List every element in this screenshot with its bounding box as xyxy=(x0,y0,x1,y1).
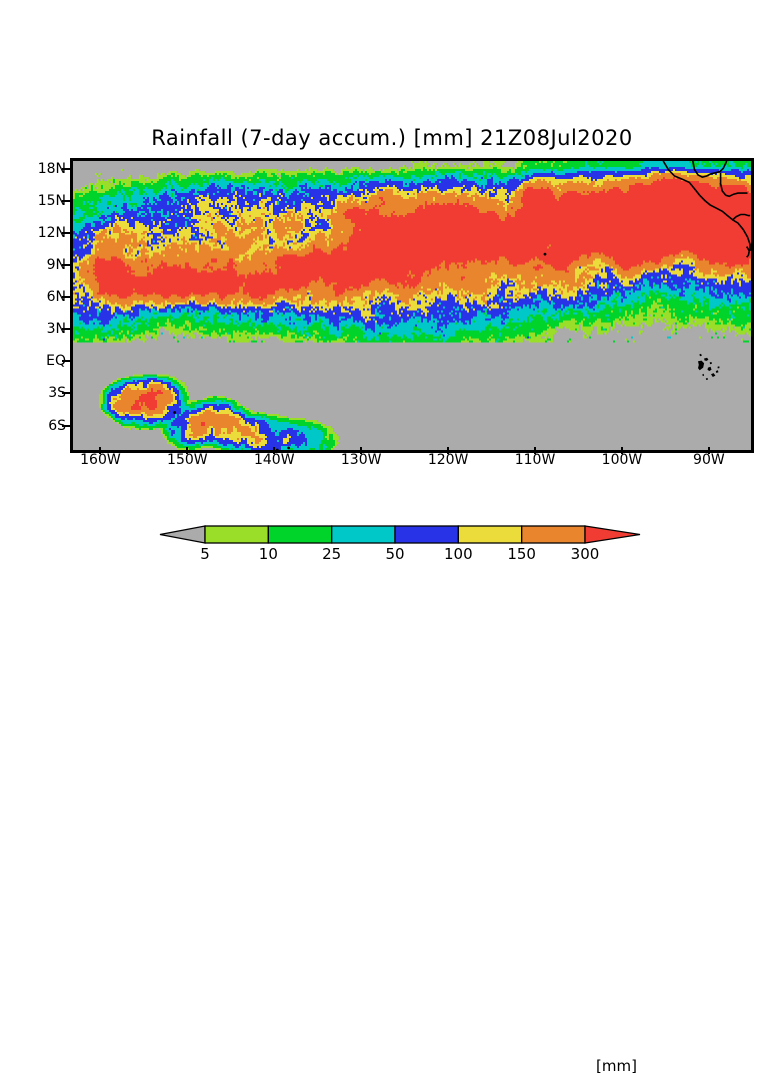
colorbar-units-label: [mm] xyxy=(596,1057,637,1075)
x-tick-label: 130W xyxy=(340,452,382,468)
colorbar-underflow-arrow xyxy=(159,525,206,544)
x-tick-mark xyxy=(273,447,276,454)
y-tick-label: 18N xyxy=(37,160,66,177)
y-tick-label: 3N xyxy=(46,321,66,338)
colorbar-swatch xyxy=(457,525,523,544)
y-tick-mark xyxy=(62,231,70,234)
colorbar-tick-label: 150 xyxy=(507,545,536,563)
x-tick-label: 110W xyxy=(514,452,556,468)
x-tick-label: 140W xyxy=(253,452,295,468)
y-tick-label: 3S xyxy=(48,385,66,402)
y-tick-mark xyxy=(62,392,70,395)
colorbar-swatch xyxy=(267,525,333,544)
y-tick-mark xyxy=(62,167,70,170)
y-tick-label: EQ xyxy=(46,353,66,370)
x-tick-label: 150W xyxy=(167,452,208,468)
y-tick-mark xyxy=(62,328,70,331)
y-tick-mark xyxy=(62,360,70,363)
x-tick-mark xyxy=(447,447,450,454)
colorbar-swatch xyxy=(521,525,586,544)
x-tick-mark xyxy=(620,447,623,454)
x-tick-mark xyxy=(186,447,189,454)
y-tick-label: 15N xyxy=(37,192,66,209)
colorbar: [mm] 5 10 25 50 100 150 300 xyxy=(0,512,784,1075)
x-tick-label: 100W xyxy=(601,452,643,468)
y-tick-mark xyxy=(62,296,70,299)
colorbar-tick-label: 300 xyxy=(570,545,600,563)
y-tick-label: 6N xyxy=(46,289,66,306)
x-tick-mark xyxy=(534,447,537,454)
x-tick-label: 160W xyxy=(80,452,121,468)
colorbar-swatch xyxy=(204,525,269,544)
colorbar-overflow-arrow xyxy=(584,525,641,544)
colorbar-tick-label: 50 xyxy=(385,545,405,563)
y-tick-mark xyxy=(62,424,70,427)
colorbar-tick-label: 25 xyxy=(322,545,342,563)
x-tick-label: 120W xyxy=(427,452,469,468)
colorbar-tick-label: 100 xyxy=(444,545,473,563)
colorbar-swatch xyxy=(394,525,459,544)
x-tick-mark xyxy=(99,447,102,454)
y-tick-label: 12N xyxy=(37,224,66,241)
y-tick-mark xyxy=(62,199,70,202)
rainfall-map-panel xyxy=(70,158,754,453)
y-tick-label: 6S xyxy=(48,417,66,434)
page-title: Rainfall (7-day accum.) [mm] 21Z08Jul202… xyxy=(151,126,633,150)
y-tick-mark xyxy=(62,264,70,267)
colorbar-tick-label: 5 xyxy=(200,545,210,563)
rainfall-heatmap-canvas xyxy=(73,161,751,450)
y-tick-label: 9N xyxy=(46,257,66,274)
x-tick-label: 90W xyxy=(693,452,725,468)
colorbar-tick-label: 10 xyxy=(258,545,278,563)
x-tick-mark xyxy=(707,447,710,454)
colorbar-swatches xyxy=(159,525,641,544)
colorbar-swatch xyxy=(331,525,396,544)
x-tick-mark xyxy=(360,447,363,454)
